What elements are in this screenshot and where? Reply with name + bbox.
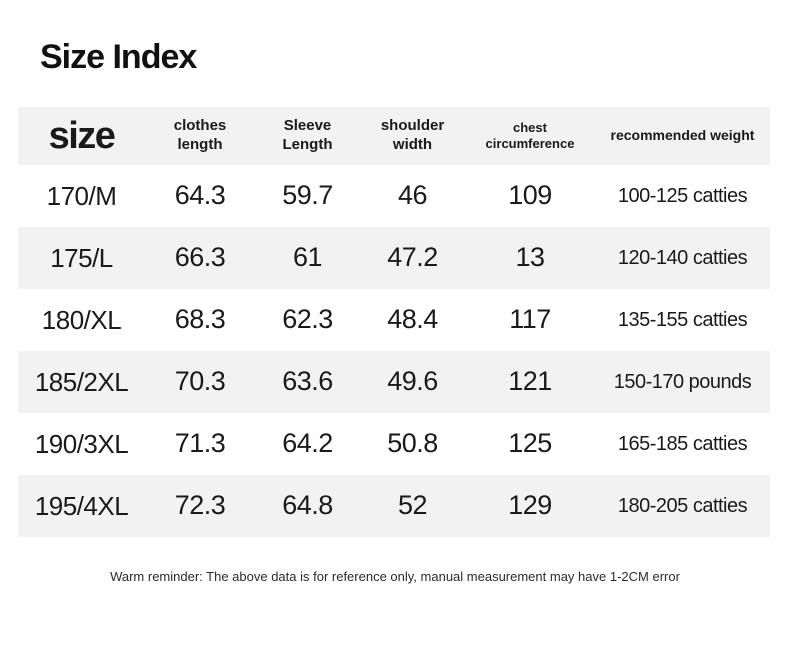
cell-recommended-weight: 150-170 pounds — [613, 370, 752, 393]
table-row: 195/4XL 72.3 64.8 52 129 180-205 catties — [18, 475, 770, 537]
column-header-sleeve-length: Sleeve Length — [282, 117, 333, 153]
cell-size: 180/XL — [41, 304, 122, 335]
size-table: size clothes length Sleeve Length should… — [18, 107, 770, 537]
cell-sleeve-length: 63.6 — [282, 366, 333, 397]
cell-shoulder-width: 47.2 — [387, 242, 438, 273]
table-row: 180/XL 68.3 62.3 48.4 117 135-155 cattie… — [18, 289, 770, 351]
cell-sleeve-length: 64.8 — [282, 490, 333, 521]
cell-chest-circumference: 109 — [508, 180, 552, 211]
cell-clothes-length: 68.3 — [174, 304, 226, 335]
cell-chest-circumference: 13 — [515, 242, 545, 273]
cell-recommended-weight: 135-155 catties — [617, 308, 748, 331]
column-header-recommended-weight: recommended weight — [610, 127, 755, 144]
column-header-size-label: size — [48, 115, 116, 157]
table-header-row: size clothes length Sleeve Length should… — [18, 107, 770, 165]
cell-clothes-length: 66.3 — [174, 242, 226, 273]
cell-clothes-length: 72.3 — [174, 490, 226, 521]
cell-recommended-weight: 180-205 catties — [617, 494, 748, 517]
table-row: 190/3XL 71.3 64.2 50.8 125 165-185 catti… — [18, 413, 770, 475]
column-header-size: size — [18, 117, 145, 155]
cell-shoulder-width: 49.6 — [387, 366, 438, 397]
cell-shoulder-width: 52 — [397, 490, 428, 521]
cell-chest-circumference: 117 — [509, 304, 551, 335]
cell-clothes-length: 70.3 — [174, 366, 226, 397]
page-title: Size Index — [40, 38, 197, 76]
cell-sleeve-length: 61 — [292, 242, 323, 273]
column-header-shoulder-width: shoulder width — [380, 117, 445, 153]
cell-chest-circumference: 129 — [508, 490, 552, 521]
cell-recommended-weight: 165-185 catties — [617, 432, 748, 455]
column-header-chest-circumference: chest circumference — [485, 119, 575, 151]
cell-chest-circumference: 121 — [508, 366, 552, 397]
footer-note: Warm reminder: The above data is for ref… — [110, 569, 680, 584]
cell-shoulder-width: 46 — [397, 180, 428, 211]
cell-chest-circumference: 125 — [508, 428, 552, 459]
cell-sleeve-length: 64.2 — [282, 428, 333, 459]
cell-recommended-weight: 120-140 catties — [617, 246, 748, 269]
cell-size: 185/2XL — [34, 366, 129, 397]
cell-sleeve-length: 62.3 — [282, 304, 333, 335]
cell-shoulder-width: 50.8 — [387, 428, 438, 459]
table-row: 185/2XL 70.3 63.6 49.6 121 150-170 pound… — [18, 351, 770, 413]
cell-size: 195/4XL — [34, 490, 129, 521]
cell-size: 190/3XL — [34, 428, 129, 459]
table-row: 170/M 64.3 59.7 46 109 100-125 catties — [18, 165, 770, 227]
cell-size: 175/L — [50, 242, 113, 273]
cell-clothes-length: 71.3 — [174, 428, 226, 459]
table-row: 175/L 66.3 61 47.2 13 120-140 catties — [18, 227, 770, 289]
cell-shoulder-width: 48.4 — [387, 304, 438, 335]
column-header-clothes-length: clothes length — [173, 117, 227, 153]
cell-size: 170/M — [46, 180, 117, 211]
cell-recommended-weight: 100-125 catties — [617, 184, 748, 207]
cell-clothes-length: 64.3 — [174, 180, 226, 211]
cell-sleeve-length: 59.7 — [282, 180, 333, 211]
